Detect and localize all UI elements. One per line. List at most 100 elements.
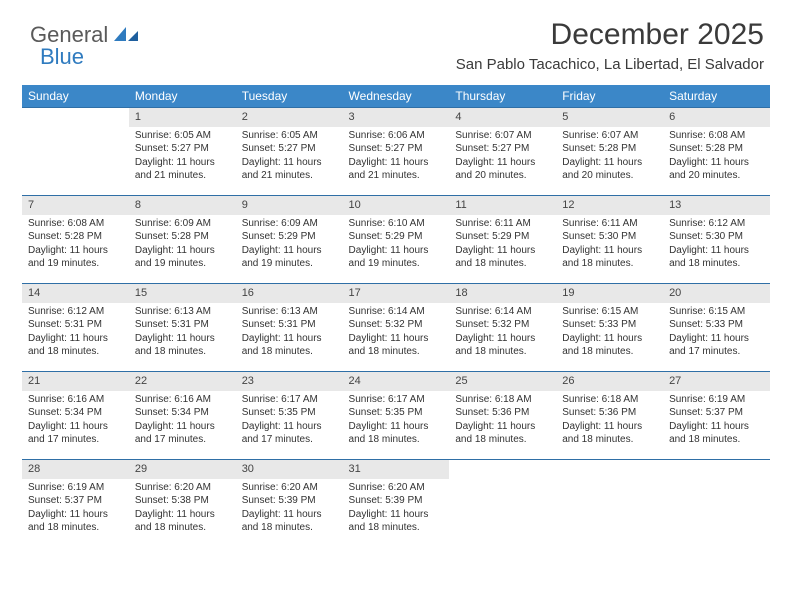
day-number: 21 [22, 371, 129, 391]
calendar-day-cell: 31Sunrise: 6:20 AMSunset: 5:39 PMDayligh… [343, 459, 450, 547]
day-number: 29 [129, 459, 236, 479]
calendar-day-cell: 16Sunrise: 6:13 AMSunset: 5:31 PMDayligh… [236, 283, 343, 371]
sunset-text: Sunset: 5:28 PM [562, 142, 657, 156]
day-body: Sunrise: 6:08 AMSunset: 5:28 PMDaylight:… [22, 215, 129, 275]
sunrise-text: Sunrise: 6:09 AM [242, 217, 337, 231]
sunset-text: Sunset: 5:31 PM [242, 318, 337, 332]
calendar-day-cell: 19Sunrise: 6:15 AMSunset: 5:33 PMDayligh… [556, 283, 663, 371]
day-number [22, 107, 129, 127]
daylight-text: Daylight: 11 hours and 18 minutes. [455, 244, 550, 271]
day-body: Sunrise: 6:11 AMSunset: 5:30 PMDaylight:… [556, 215, 663, 275]
calendar-day-cell: 6Sunrise: 6:08 AMSunset: 5:28 PMDaylight… [663, 107, 770, 195]
day-number: 22 [129, 371, 236, 391]
sunset-text: Sunset: 5:28 PM [669, 142, 764, 156]
weekday-header-row: Sunday Monday Tuesday Wednesday Thursday… [22, 85, 770, 107]
daylight-text: Daylight: 11 hours and 18 minutes. [242, 332, 337, 359]
sunset-text: Sunset: 5:37 PM [28, 494, 123, 508]
daylight-text: Daylight: 11 hours and 18 minutes. [135, 508, 230, 535]
day-number: 26 [556, 371, 663, 391]
day-body: Sunrise: 6:19 AMSunset: 5:37 PMDaylight:… [22, 479, 129, 539]
weekday-header: Tuesday [236, 85, 343, 107]
day-body: Sunrise: 6:14 AMSunset: 5:32 PMDaylight:… [449, 303, 556, 363]
calendar-day-cell: 12Sunrise: 6:11 AMSunset: 5:30 PMDayligh… [556, 195, 663, 283]
day-number: 10 [343, 195, 450, 215]
calendar-day-cell: 3Sunrise: 6:06 AMSunset: 5:27 PMDaylight… [343, 107, 450, 195]
sunset-text: Sunset: 5:33 PM [669, 318, 764, 332]
daylight-text: Daylight: 11 hours and 18 minutes. [562, 332, 657, 359]
weekday-header: Friday [556, 85, 663, 107]
sunset-text: Sunset: 5:35 PM [242, 406, 337, 420]
sunrise-text: Sunrise: 6:06 AM [349, 129, 444, 143]
calendar-day-cell: 15Sunrise: 6:13 AMSunset: 5:31 PMDayligh… [129, 283, 236, 371]
sunset-text: Sunset: 5:31 PM [28, 318, 123, 332]
day-number: 12 [556, 195, 663, 215]
sunrise-text: Sunrise: 6:10 AM [349, 217, 444, 231]
day-number: 23 [236, 371, 343, 391]
day-number: 28 [22, 459, 129, 479]
calendar-day-cell: 24Sunrise: 6:17 AMSunset: 5:35 PMDayligh… [343, 371, 450, 459]
sunrise-text: Sunrise: 6:09 AM [135, 217, 230, 231]
day-number: 27 [663, 371, 770, 391]
daylight-text: Daylight: 11 hours and 20 minutes. [669, 156, 764, 183]
day-number: 8 [129, 195, 236, 215]
daylight-text: Daylight: 11 hours and 18 minutes. [28, 332, 123, 359]
sunrise-text: Sunrise: 6:15 AM [562, 305, 657, 319]
sunrise-text: Sunrise: 6:11 AM [455, 217, 550, 231]
calendar-day-cell: 7Sunrise: 6:08 AMSunset: 5:28 PMDaylight… [22, 195, 129, 283]
day-body: Sunrise: 6:10 AMSunset: 5:29 PMDaylight:… [343, 215, 450, 275]
sunset-text: Sunset: 5:36 PM [562, 406, 657, 420]
day-body: Sunrise: 6:12 AMSunset: 5:31 PMDaylight:… [22, 303, 129, 363]
logo-text-blue-wrap: Blue [40, 44, 84, 70]
calendar-day-cell: 21Sunrise: 6:16 AMSunset: 5:34 PMDayligh… [22, 371, 129, 459]
daylight-text: Daylight: 11 hours and 18 minutes. [669, 420, 764, 447]
sunrise-text: Sunrise: 6:12 AM [669, 217, 764, 231]
day-body: Sunrise: 6:09 AMSunset: 5:29 PMDaylight:… [236, 215, 343, 275]
daylight-text: Daylight: 11 hours and 18 minutes. [242, 508, 337, 535]
logo-text-blue: Blue [40, 44, 84, 69]
weekday-header: Wednesday [343, 85, 450, 107]
calendar-day-cell: 9Sunrise: 6:09 AMSunset: 5:29 PMDaylight… [236, 195, 343, 283]
sunrise-text: Sunrise: 6:18 AM [562, 393, 657, 407]
sunrise-text: Sunrise: 6:08 AM [28, 217, 123, 231]
sunrise-text: Sunrise: 6:13 AM [242, 305, 337, 319]
calendar-day-cell: 25Sunrise: 6:18 AMSunset: 5:36 PMDayligh… [449, 371, 556, 459]
daylight-text: Daylight: 11 hours and 19 minutes. [135, 244, 230, 271]
day-number: 24 [343, 371, 450, 391]
calendar-day-cell [556, 459, 663, 547]
day-number [449, 459, 556, 479]
sunrise-text: Sunrise: 6:16 AM [28, 393, 123, 407]
sunset-text: Sunset: 5:27 PM [349, 142, 444, 156]
daylight-text: Daylight: 11 hours and 18 minutes. [349, 420, 444, 447]
sunrise-text: Sunrise: 6:20 AM [135, 481, 230, 495]
day-number: 14 [22, 283, 129, 303]
calendar-day-cell: 14Sunrise: 6:12 AMSunset: 5:31 PMDayligh… [22, 283, 129, 371]
day-body: Sunrise: 6:17 AMSunset: 5:35 PMDaylight:… [236, 391, 343, 451]
daylight-text: Daylight: 11 hours and 19 minutes. [242, 244, 337, 271]
day-body: Sunrise: 6:11 AMSunset: 5:29 PMDaylight:… [449, 215, 556, 275]
day-number: 1 [129, 107, 236, 127]
day-number: 3 [343, 107, 450, 127]
weekday-header: Sunday [22, 85, 129, 107]
calendar-day-cell [663, 459, 770, 547]
sunrise-text: Sunrise: 6:05 AM [242, 129, 337, 143]
day-number: 13 [663, 195, 770, 215]
daylight-text: Daylight: 11 hours and 21 minutes. [349, 156, 444, 183]
day-number: 5 [556, 107, 663, 127]
sunrise-text: Sunrise: 6:11 AM [562, 217, 657, 231]
calendar-day-cell: 29Sunrise: 6:20 AMSunset: 5:38 PMDayligh… [129, 459, 236, 547]
daylight-text: Daylight: 11 hours and 19 minutes. [349, 244, 444, 271]
sunrise-text: Sunrise: 6:12 AM [28, 305, 123, 319]
calendar-day-cell: 5Sunrise: 6:07 AMSunset: 5:28 PMDaylight… [556, 107, 663, 195]
daylight-text: Daylight: 11 hours and 18 minutes. [349, 508, 444, 535]
day-body: Sunrise: 6:06 AMSunset: 5:27 PMDaylight:… [343, 127, 450, 187]
weekday-header: Monday [129, 85, 236, 107]
daylight-text: Daylight: 11 hours and 18 minutes. [455, 332, 550, 359]
day-body: Sunrise: 6:18 AMSunset: 5:36 PMDaylight:… [556, 391, 663, 451]
day-body: Sunrise: 6:19 AMSunset: 5:37 PMDaylight:… [663, 391, 770, 451]
sunset-text: Sunset: 5:30 PM [669, 230, 764, 244]
day-body: Sunrise: 6:07 AMSunset: 5:28 PMDaylight:… [556, 127, 663, 187]
day-body: Sunrise: 6:20 AMSunset: 5:39 PMDaylight:… [236, 479, 343, 539]
calendar-week-row: 28Sunrise: 6:19 AMSunset: 5:37 PMDayligh… [22, 459, 770, 547]
calendar-day-cell: 27Sunrise: 6:19 AMSunset: 5:37 PMDayligh… [663, 371, 770, 459]
sunrise-text: Sunrise: 6:18 AM [455, 393, 550, 407]
